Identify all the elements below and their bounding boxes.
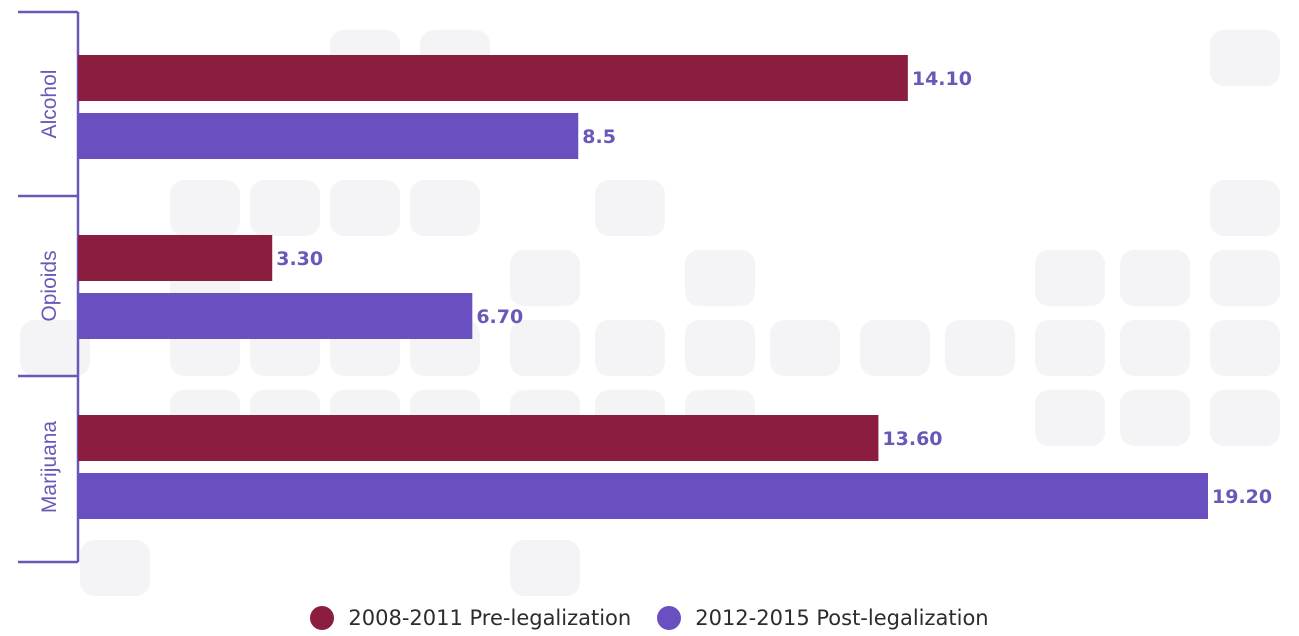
background-tile [595, 180, 665, 236]
background-tile [1120, 320, 1190, 376]
category-label-opioids: Opioids [38, 250, 61, 321]
background-tile [595, 320, 665, 376]
background-tile [330, 180, 400, 236]
background-tile [945, 320, 1015, 376]
category-label-marijuana: Marijuana [38, 421, 61, 514]
bar-opioids-post [78, 293, 473, 339]
legend-label-post: 2012-2015 Post-legalization [695, 606, 989, 630]
background-tile [1035, 250, 1105, 306]
bar-alcohol-post [78, 113, 579, 159]
value-label-alcohol-pre: 14.10 [912, 68, 972, 90]
background-tile [250, 180, 320, 236]
value-label-marijuana-post: 19.20 [1212, 486, 1272, 508]
background-tile [1210, 250, 1280, 306]
legend-item-pre: 2008-2011 Pre-legalization [310, 606, 631, 630]
legend-dot-pre-icon [310, 606, 335, 630]
legend-label-pre: 2008-2011 Pre-legalization [348, 606, 632, 630]
background-tile [510, 540, 580, 596]
bar-alcohol-pre [78, 55, 908, 101]
background-tile [1035, 320, 1105, 376]
bar-marijuana-post [78, 473, 1208, 519]
background-tile [1210, 390, 1280, 446]
value-label-marijuana-pre: 13.60 [882, 428, 942, 450]
background-tile [685, 320, 755, 376]
background-tile [770, 320, 840, 376]
bar-chart: Alcohol 14.10 8.5 Opioids 3.30 6.70 Marijuana 1… [18, 10, 1272, 564]
value-label-alcohol-post: 8.5 [582, 126, 616, 148]
bar-marijuana-pre [78, 415, 879, 461]
background-tile [685, 250, 755, 306]
background-tile [510, 320, 580, 376]
legend-dot-post-icon [657, 606, 682, 630]
value-label-opioids-pre: 3.30 [276, 248, 323, 270]
background-tile [510, 250, 580, 306]
value-label-opioids-post: 6.70 [476, 306, 523, 328]
background-tile [1210, 320, 1280, 376]
background-tile [170, 180, 240, 236]
background-tile [1035, 390, 1105, 446]
legend-item-post: 2012-2015 Post-legalization [657, 606, 989, 630]
background-tile [1210, 30, 1280, 86]
background-tile [20, 320, 90, 376]
category-label-alcohol: Alcohol [38, 70, 61, 139]
background-tile [410, 180, 480, 236]
background-tile [1120, 390, 1190, 446]
background-tile [1210, 180, 1280, 236]
background-tile [1120, 250, 1190, 306]
background-tile [80, 540, 150, 596]
background-tile [860, 320, 930, 376]
bar-opioids-pre [78, 235, 273, 281]
chart-legend: 2008-2011 Pre-legalization 2012-2015 Pos… [0, 600, 1299, 636]
